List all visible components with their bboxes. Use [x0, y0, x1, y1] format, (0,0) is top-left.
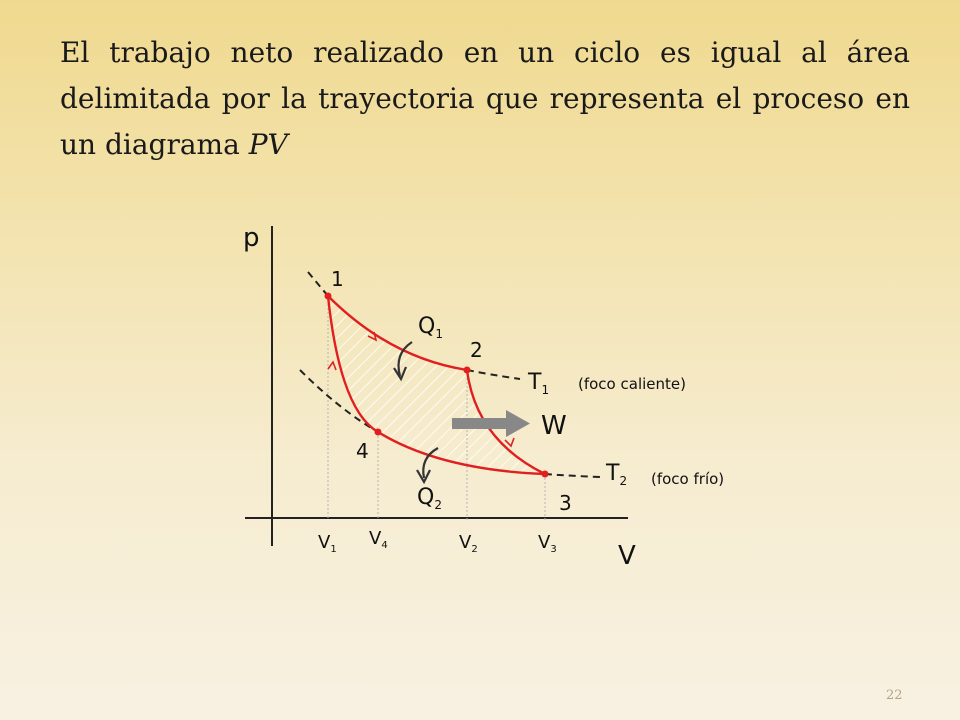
heat-arrow-q1-head — [393, 366, 408, 382]
page-number: 22 — [886, 688, 903, 703]
isotherm-hot-upper-dash — [307, 271, 329, 297]
cycle-direction-tick-2-3 — [504, 437, 515, 448]
heat-arrow-q2 — [422, 447, 439, 479]
cycle-direction-tick-1-2 — [367, 331, 378, 342]
volume-label-v1: V1 — [318, 532, 337, 555]
state-point-1 — [324, 292, 332, 300]
heat-label-q2: Q2 — [417, 485, 442, 512]
isotherm-label-t1: T1 — [527, 370, 549, 397]
cycle-area-hatch — [328, 296, 545, 474]
state-point-3 — [541, 470, 549, 478]
volume-label-v2: V2 — [459, 532, 478, 555]
slide-text-variable: PV — [248, 128, 288, 161]
volume-axis-label: V — [618, 541, 636, 571]
cycle-direction-tick-4-1 — [327, 360, 337, 371]
work-arrow-head — [506, 410, 530, 437]
state-point-4 — [374, 428, 382, 436]
isotherm-label-t2: T2 — [605, 461, 627, 488]
volume-label-v4: V4 — [369, 528, 388, 551]
heat-label-q1: Q1 — [418, 314, 443, 341]
heat-arrow-q2-head — [416, 469, 431, 485]
state-point-2 — [463, 366, 471, 374]
volume-label-v3: V3 — [538, 532, 557, 555]
heat-arrow-q1 — [397, 341, 413, 377]
state-label-2: 2 — [470, 338, 483, 362]
isotherm-note-cold: (foco frío) — [651, 470, 724, 488]
pressure-axis-label: p — [243, 223, 260, 253]
isotherm-note-hot: (foco caliente) — [578, 375, 686, 393]
slide-text: El trabajo neto realizado en un ciclo es… — [60, 30, 910, 168]
isotherm-hot-lower-dash — [466, 369, 521, 380]
slide-text-main: El trabajo neto realizado en un ciclo es… — [60, 36, 910, 161]
state-label-4: 4 — [356, 439, 369, 463]
work-label: W — [541, 411, 567, 441]
isotherm-cold-lower-dash — [544, 473, 601, 478]
state-label-1: 1 — [331, 267, 344, 291]
state-label-3: 3 — [559, 491, 572, 515]
work-arrow-shaft — [452, 418, 508, 429]
